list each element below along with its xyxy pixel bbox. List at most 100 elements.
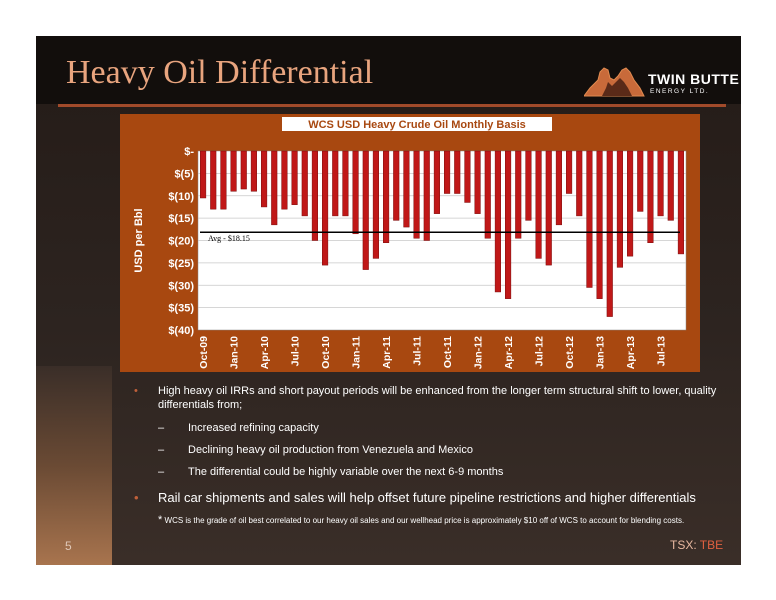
y-axis-label: USD per Bbl <box>133 208 145 272</box>
footnote-star: * <box>158 514 163 526</box>
bar-Dec-12 <box>586 150 593 288</box>
x-tick-label: Jul-12 <box>534 336 546 367</box>
x-tick-label: Jan-10 <box>229 336 241 369</box>
bar-Feb-10 <box>240 150 247 190</box>
bar-Mar-11 <box>372 150 379 259</box>
ticker-symbol: TBE <box>699 538 724 552</box>
sub-bullet-text: Increased refining capacity <box>188 422 319 434</box>
bar-Apr-13 <box>627 150 634 257</box>
chart-title-box <box>282 117 552 131</box>
bar-Jul-13 <box>657 150 664 217</box>
bar-Aug-11 <box>423 150 430 241</box>
x-tick-label: Oct-12 <box>564 336 576 369</box>
bar-Mar-12 <box>494 150 501 293</box>
ticker-label: TSX: <box>670 538 697 552</box>
bar-Apr-10 <box>261 150 268 208</box>
bar-Nov-11 <box>454 150 461 194</box>
bar-Oct-09 <box>200 150 207 199</box>
y-tick-label: $(5) <box>174 168 194 180</box>
sub-bullet: – Declining heavy oil production from Ve… <box>124 444 473 456</box>
sub-bullet-text: Declining heavy oil production from Vene… <box>188 444 473 456</box>
bar-Jul-10 <box>291 150 298 205</box>
bar-May-12 <box>515 150 522 239</box>
y-tick-label: $(20) <box>168 236 194 248</box>
logo-name: TWIN BUTTE <box>648 71 740 87</box>
bar-Feb-13 <box>606 150 613 317</box>
y-tick-label: $(40) <box>168 325 194 337</box>
slide: Heavy Oil Differential TWIN BUTTE ENERGY… <box>36 36 741 565</box>
bar-Jun-13 <box>647 150 654 243</box>
x-tick-label: Jul-10 <box>290 336 302 367</box>
bar-Feb-11 <box>362 150 369 270</box>
wcs-bar-chart: WCS USD Heavy Crude Oil Monthly Basis $-… <box>133 117 687 369</box>
title-rule <box>58 104 726 107</box>
bar-Feb-12 <box>484 150 491 239</box>
bar-Aug-10 <box>301 150 308 217</box>
sidebar-gradient <box>36 366 112 565</box>
bar-Oct-11 <box>444 150 451 194</box>
x-tick-label: Oct-09 <box>198 336 210 369</box>
chart-frame: WCS USD Heavy Crude Oil Monthly Basis $-… <box>120 114 700 372</box>
sub-bullet-text: The differential could be highly variabl… <box>188 466 504 478</box>
bar-Nov-10 <box>332 150 339 217</box>
sub-bullet: – The differential could be highly varia… <box>124 466 503 478</box>
bar-Apr-11 <box>383 150 390 243</box>
y-tick-label: $(15) <box>168 213 194 225</box>
bar-Jan-11 <box>352 150 359 235</box>
page-number: 5 <box>65 539 72 553</box>
twin-butte-logo-icon <box>584 67 645 97</box>
y-tick-label: $- <box>184 146 194 158</box>
sub-bullet-dash: – <box>158 466 165 478</box>
sub-bullet: – Increased refining capacity <box>124 422 319 434</box>
x-tick-label: Jan-13 <box>595 336 607 369</box>
bar-Oct-12 <box>566 150 573 194</box>
bullet-dot: • <box>134 385 138 397</box>
bar-Jun-12 <box>525 150 532 221</box>
bar-Jan-10 <box>230 150 237 192</box>
bar-Aug-13 <box>667 150 674 221</box>
y-tick-label: $(35) <box>168 303 194 315</box>
bar-Apr-12 <box>505 150 512 299</box>
bullet-dot: • <box>134 490 139 505</box>
bar-Jan-12 <box>474 150 481 214</box>
x-tick-label: Apr-12 <box>503 336 515 369</box>
y-tick-label: $(30) <box>168 280 194 292</box>
bar-Sep-10 <box>311 150 318 241</box>
bar-May-11 <box>393 150 400 221</box>
bar-Jun-10 <box>281 150 288 210</box>
y-tick-label: $(10) <box>168 191 194 203</box>
bar-Dec-10 <box>342 150 349 217</box>
average-label: Avg - $18.15 <box>208 234 250 243</box>
bar-Dec-11 <box>464 150 471 203</box>
sub-bullet-dash: – <box>158 444 165 456</box>
x-tick-label: Jul-13 <box>656 336 668 367</box>
footnote-text: WCS is the grade of oil best correlated … <box>164 516 685 525</box>
y-tick-label: $(25) <box>168 258 194 270</box>
bar-Dec-09 <box>220 150 227 210</box>
x-tick-label: Jan-11 <box>351 336 363 369</box>
x-tick-label: Apr-13 <box>625 336 637 369</box>
x-tick-label: Jul-11 <box>412 336 424 366</box>
bullet-second-text: Rail car shipments and sales will help o… <box>158 490 696 505</box>
bar-Mar-13 <box>616 150 623 268</box>
bar-Nov-12 <box>576 150 583 217</box>
bar-May-10 <box>271 150 278 226</box>
bar-Sep-13 <box>677 150 684 255</box>
x-tick-label: Oct-11 <box>442 336 454 368</box>
bar-Jan-13 <box>596 150 603 299</box>
x-tick-label: Oct-10 <box>320 336 332 369</box>
bar-Nov-09 <box>210 150 217 210</box>
chart-title: WCS USD Heavy Crude Oil Monthly Basis <box>308 119 526 131</box>
bar-Jul-11 <box>413 150 420 239</box>
bullet-main-text: High heavy oil IRRs and short payout per… <box>158 385 717 411</box>
bar-Jun-11 <box>403 150 410 228</box>
x-tick-label: Jan-12 <box>473 336 485 369</box>
bullet-second: • Rail car shipments and sales will help… <box>124 490 696 505</box>
bar-May-13 <box>637 150 644 212</box>
bar-Mar-10 <box>250 150 257 192</box>
x-tick-label: Apr-10 <box>259 336 271 369</box>
x-tick-label: Apr-11 <box>381 336 393 369</box>
logo-subtitle: ENERGY LTD. <box>650 88 710 95</box>
footnote: * WCS is the grade of oil best correlate… <box>158 514 684 526</box>
bar-Sep-11 <box>433 150 440 214</box>
